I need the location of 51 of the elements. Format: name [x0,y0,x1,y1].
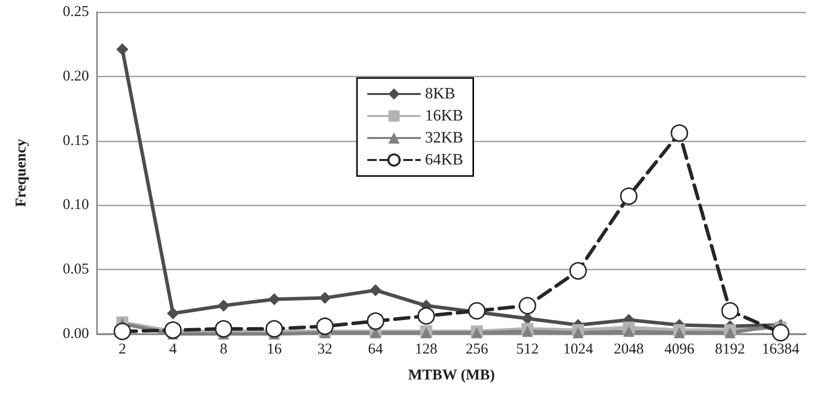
legend-label: 32KB [425,130,464,146]
x-tick-label: 64 [368,342,384,358]
x-tick-label: 2048 [614,342,644,358]
y-tick-label: 0.15 [62,132,89,149]
point [518,296,536,314]
x-tick-label: 4096 [664,342,695,358]
point [218,300,230,312]
legend-label: 16KB [425,108,464,124]
point [721,302,739,320]
legend-label: 64KB [425,152,464,168]
point [468,302,486,320]
y-tick-label: 0.00 [62,326,89,342]
x-tick-label: 1024 [563,342,594,358]
point [266,320,283,338]
point [318,292,331,304]
x-tick-label: 32 [317,342,332,358]
point [116,43,128,56]
y-tick-label: 0.25 [62,4,89,20]
y-tick-label: 0.20 [62,68,89,84]
point [522,326,533,337]
legend-label: 8KB [425,86,456,102]
x-tick-label: 2 [118,342,126,358]
point [417,307,435,325]
point [166,307,179,320]
point [674,327,685,338]
point [214,320,232,338]
x-tick-label: 256 [466,342,489,358]
x-tick-label: 8 [220,342,228,358]
point [569,262,587,280]
x-tick-label: 16384 [762,342,800,358]
point [724,327,736,338]
point [316,318,334,336]
x-tick-label: 16 [266,342,282,358]
point [268,293,280,306]
point [114,322,132,340]
point [366,312,384,330]
point [772,324,790,342]
point [572,327,584,338]
x-tick-label: 128 [414,342,438,358]
x-axis-title: MTBW (MB) [408,368,495,384]
point [620,187,638,205]
point [370,284,382,296]
y-tick-label: 0.10 [62,197,89,214]
y-tick-label: 0.05 [62,262,89,278]
y-axis-title: Frequency [14,138,30,208]
x-tick-label: 4 [169,342,178,358]
x-tick-label: 512 [516,342,539,358]
point [623,326,634,337]
x-tick-label: 8192 [715,342,746,358]
point [670,124,688,142]
point [164,321,182,339]
